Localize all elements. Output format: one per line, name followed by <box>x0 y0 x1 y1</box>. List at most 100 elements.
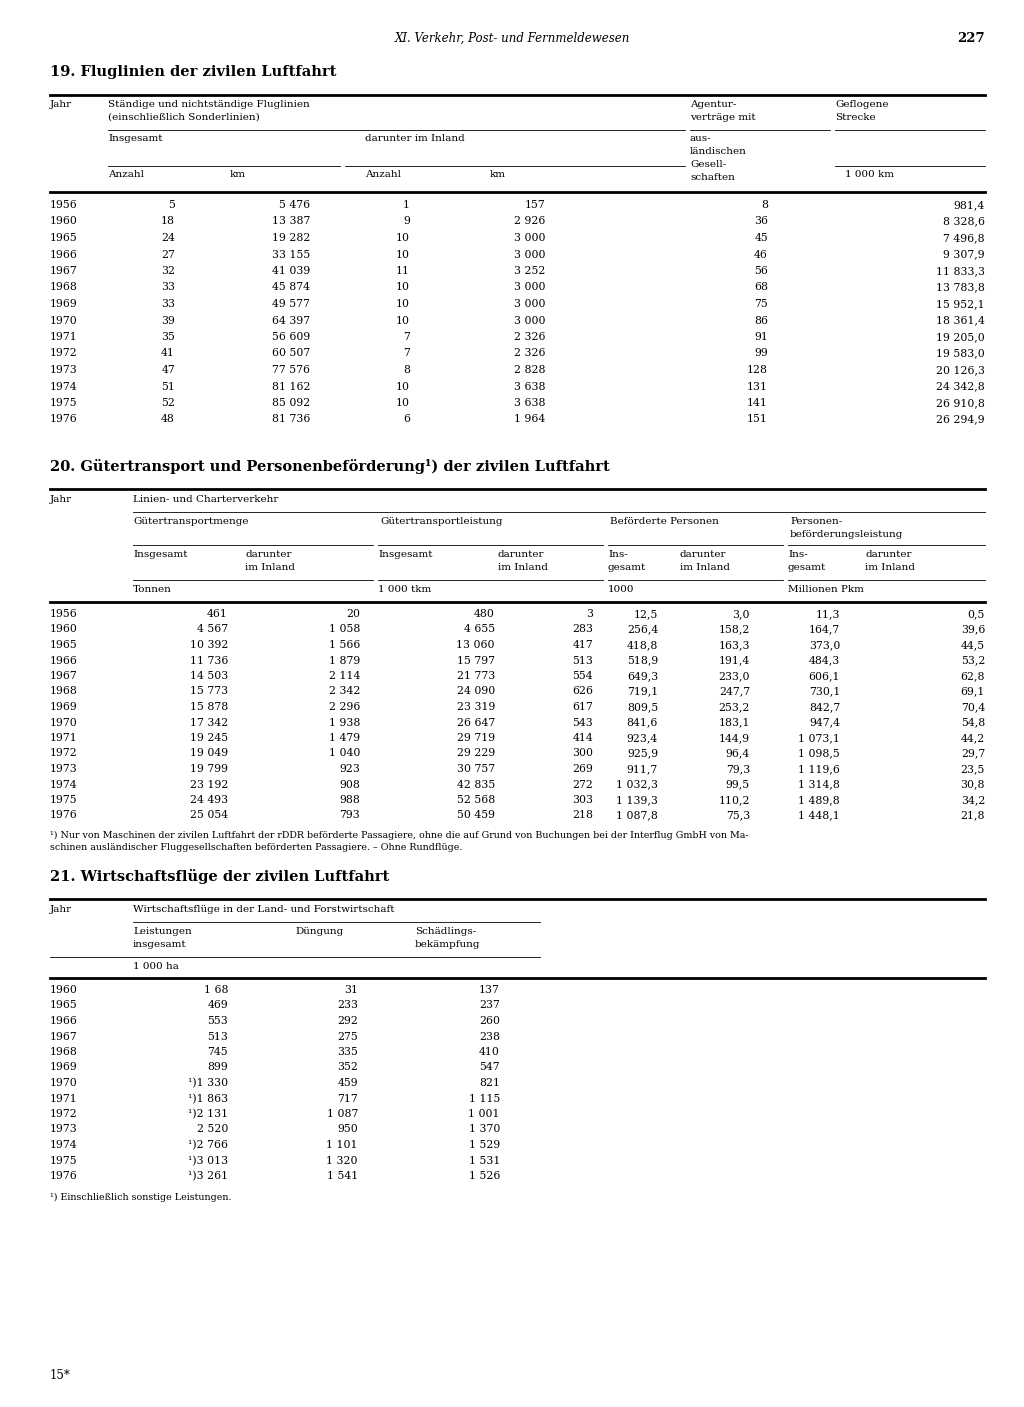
Text: 20 126,3: 20 126,3 <box>936 364 985 376</box>
Text: 29 229: 29 229 <box>457 749 495 758</box>
Text: 3,0: 3,0 <box>732 609 750 619</box>
Text: 1 087: 1 087 <box>327 1109 358 1119</box>
Text: 1972: 1972 <box>50 1109 78 1119</box>
Text: 13 060: 13 060 <box>457 640 495 650</box>
Text: 1956: 1956 <box>50 609 78 619</box>
Text: 15 952,1: 15 952,1 <box>936 300 985 310</box>
Text: 19. Fluglinien der zivilen Luftfahrt: 19. Fluglinien der zivilen Luftfahrt <box>50 65 336 79</box>
Text: 10: 10 <box>396 381 410 391</box>
Text: 418,8: 418,8 <box>627 640 658 650</box>
Text: 269: 269 <box>572 764 593 774</box>
Text: 3 638: 3 638 <box>513 398 545 408</box>
Text: 99: 99 <box>755 349 768 359</box>
Text: 26 910,8: 26 910,8 <box>936 398 985 408</box>
Text: 20: 20 <box>346 609 360 619</box>
Text: 253,2: 253,2 <box>719 702 750 712</box>
Text: 950: 950 <box>337 1124 358 1134</box>
Text: 75: 75 <box>755 300 768 310</box>
Text: 77 576: 77 576 <box>272 364 310 376</box>
Text: 183,1: 183,1 <box>719 718 750 727</box>
Text: 1960: 1960 <box>50 217 78 227</box>
Text: 41: 41 <box>161 349 175 359</box>
Text: 15 773: 15 773 <box>189 687 228 696</box>
Text: 1970: 1970 <box>50 718 78 727</box>
Text: Schädlings-: Schädlings- <box>415 927 476 936</box>
Text: 10: 10 <box>396 315 410 325</box>
Text: 157: 157 <box>524 200 545 210</box>
Text: 151: 151 <box>748 415 768 425</box>
Text: 1 058: 1 058 <box>329 625 360 635</box>
Text: 56: 56 <box>754 266 768 276</box>
Text: 1 000 km: 1 000 km <box>845 170 894 179</box>
Text: 24 342,8: 24 342,8 <box>936 381 985 391</box>
Text: 1972: 1972 <box>50 749 78 758</box>
Text: Ständige und nichtständige Fluglinien: Ständige und nichtständige Fluglinien <box>108 100 309 108</box>
Text: insgesamt: insgesamt <box>133 940 186 948</box>
Text: 1973: 1973 <box>50 364 78 376</box>
Text: 649,3: 649,3 <box>627 671 658 681</box>
Text: 30 757: 30 757 <box>457 764 495 774</box>
Text: 2 326: 2 326 <box>513 349 545 359</box>
Text: 62,8: 62,8 <box>961 671 985 681</box>
Text: 237: 237 <box>479 1000 500 1010</box>
Text: 21 773: 21 773 <box>457 671 495 681</box>
Text: gesamt: gesamt <box>608 563 646 573</box>
Text: 44,5: 44,5 <box>961 640 985 650</box>
Text: 1968: 1968 <box>50 1047 78 1057</box>
Text: 23 319: 23 319 <box>457 702 495 712</box>
Text: Gesell-: Gesell- <box>690 160 726 169</box>
Text: darunter im Inland: darunter im Inland <box>365 134 465 144</box>
Text: 15 797: 15 797 <box>457 656 495 666</box>
Text: 300: 300 <box>572 749 593 758</box>
Text: 1974: 1974 <box>50 779 78 789</box>
Text: 923: 923 <box>339 764 360 774</box>
Text: 41 039: 41 039 <box>271 266 310 276</box>
Text: 218: 218 <box>572 810 593 820</box>
Text: ¹)1 863: ¹)1 863 <box>187 1093 228 1104</box>
Text: 39: 39 <box>161 315 175 325</box>
Text: 1976: 1976 <box>50 810 78 820</box>
Text: 247,7: 247,7 <box>719 687 750 696</box>
Text: aus-: aus- <box>690 134 712 144</box>
Text: 3 252: 3 252 <box>514 266 545 276</box>
Text: 543: 543 <box>572 718 593 727</box>
Text: 31: 31 <box>344 985 358 995</box>
Text: 1960: 1960 <box>50 625 78 635</box>
Text: beförderungsleistung: beförderungsleistung <box>790 530 903 539</box>
Text: ¹)3 013: ¹)3 013 <box>187 1155 228 1166</box>
Text: 9 307,9: 9 307,9 <box>943 249 985 259</box>
Text: Agentur-: Agentur- <box>690 100 736 108</box>
Text: 91: 91 <box>754 332 768 342</box>
Text: 272: 272 <box>572 779 593 789</box>
Text: 1965: 1965 <box>50 234 78 243</box>
Text: 1 000 ha: 1 000 ha <box>133 962 179 971</box>
Text: ¹)3 261: ¹)3 261 <box>187 1171 228 1182</box>
Text: 335: 335 <box>337 1047 358 1057</box>
Text: 29 719: 29 719 <box>457 733 495 743</box>
Text: 144,9: 144,9 <box>719 733 750 743</box>
Text: 7 496,8: 7 496,8 <box>943 234 985 243</box>
Text: 128: 128 <box>746 364 768 376</box>
Text: 1: 1 <box>403 200 410 210</box>
Text: 4 567: 4 567 <box>197 625 228 635</box>
Text: 137: 137 <box>479 985 500 995</box>
Text: 2 326: 2 326 <box>513 332 545 342</box>
Text: 283: 283 <box>572 625 593 635</box>
Text: Jahr: Jahr <box>50 905 72 915</box>
Text: 10: 10 <box>396 234 410 243</box>
Text: 3 000: 3 000 <box>513 249 545 259</box>
Text: 1969: 1969 <box>50 300 78 310</box>
Text: 256,4: 256,4 <box>627 625 658 635</box>
Text: 1967: 1967 <box>50 1031 78 1041</box>
Text: 1969: 1969 <box>50 702 78 712</box>
Text: 1 370: 1 370 <box>469 1124 500 1134</box>
Text: 1974: 1974 <box>50 1140 78 1150</box>
Text: 36: 36 <box>754 217 768 227</box>
Text: 69,1: 69,1 <box>961 687 985 696</box>
Text: 141: 141 <box>748 398 768 408</box>
Text: 1976: 1976 <box>50 1171 78 1180</box>
Text: 70,4: 70,4 <box>961 702 985 712</box>
Text: 717: 717 <box>337 1093 358 1103</box>
Text: 29,7: 29,7 <box>961 749 985 758</box>
Text: 1960: 1960 <box>50 985 78 995</box>
